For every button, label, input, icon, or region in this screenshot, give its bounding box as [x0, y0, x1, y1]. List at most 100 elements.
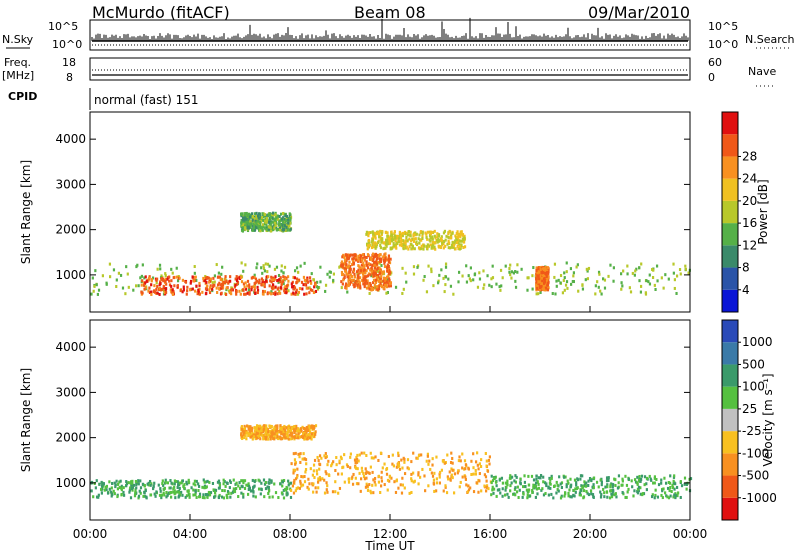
data-cell [326, 463, 329, 467]
data-cell [536, 276, 539, 280]
data-cell [476, 451, 479, 455]
colorbar-segment [722, 408, 738, 432]
data-cell [597, 485, 600, 489]
data-cell [256, 214, 260, 218]
data-cell [304, 470, 307, 474]
data-cell [222, 482, 225, 486]
data-cell [385, 244, 388, 248]
data-cell [328, 270, 331, 274]
data-cell [438, 239, 441, 243]
data-cell [437, 279, 440, 283]
data-cell [516, 485, 519, 489]
data-cell [302, 283, 305, 287]
data-cell [356, 457, 359, 461]
data-cell [230, 287, 233, 291]
data-cell [420, 244, 423, 248]
data-cell [156, 291, 159, 295]
data-cell [370, 246, 374, 250]
data-cell [656, 495, 660, 499]
data-cell [172, 276, 175, 280]
data-cell [311, 473, 314, 477]
data-cell [494, 480, 498, 484]
data-cell [437, 233, 441, 237]
data-cell [248, 217, 251, 221]
data-cell [450, 451, 453, 455]
data-cell [606, 495, 609, 499]
data-cell [282, 216, 285, 220]
data-cell [424, 489, 427, 493]
data-cell [451, 468, 454, 472]
data-cell [542, 475, 545, 479]
data-cell [257, 281, 261, 285]
data-cell [379, 260, 383, 264]
data-cell [356, 453, 359, 457]
data-cell [438, 481, 442, 485]
data-cell [264, 430, 268, 434]
data-cell [287, 428, 290, 432]
data-cell [487, 458, 491, 462]
data-cell [485, 479, 488, 483]
data-cell [378, 266, 381, 270]
data-cell [119, 273, 123, 277]
data-cell [433, 489, 436, 493]
data-cell [369, 263, 372, 267]
data-cell [490, 493, 493, 497]
data-cell [431, 235, 434, 239]
data-cell [248, 283, 251, 287]
data-cell [181, 493, 184, 497]
y-tick-label: 1000 [55, 476, 86, 490]
data-cell [186, 285, 189, 289]
data-cell [229, 275, 232, 279]
data-cell [187, 490, 190, 494]
data-cell [276, 426, 279, 430]
data-cell [443, 290, 446, 294]
data-cell [504, 264, 507, 268]
data-cell [516, 270, 519, 274]
data-cell [508, 270, 511, 274]
data-cell [470, 459, 473, 463]
data-cell [240, 221, 243, 225]
data-cell [346, 275, 349, 279]
data-cell [267, 481, 270, 485]
data-cell [388, 267, 391, 271]
data-cell [582, 495, 586, 499]
data-cell [581, 486, 584, 490]
data-cell [324, 452, 327, 456]
data-cell [450, 232, 453, 236]
data-cell [496, 488, 500, 492]
data-cell [532, 486, 535, 490]
data-cell [253, 429, 256, 433]
data-cell [439, 470, 442, 474]
data-cell [450, 467, 453, 471]
data-cell [242, 225, 245, 229]
data-cell [362, 277, 365, 281]
data-cell [581, 474, 584, 478]
data-cell [308, 286, 311, 290]
data-cell [435, 489, 438, 493]
data-cell [312, 482, 315, 486]
data-cell [542, 493, 546, 497]
data-cell [519, 477, 522, 481]
data-cell [397, 454, 400, 458]
data-cell [366, 264, 369, 268]
data-cell [214, 488, 218, 492]
data-cell [274, 491, 278, 495]
data-cell [431, 474, 435, 478]
data-cell [342, 253, 345, 257]
data-cell [363, 265, 366, 269]
data-cell [450, 245, 453, 249]
data-cell [244, 226, 247, 230]
data-cell [146, 482, 149, 486]
data-cell [268, 284, 271, 288]
colorbar-segment [722, 342, 738, 365]
data-cell [525, 488, 529, 492]
data-cell [349, 280, 353, 284]
data-cell [163, 493, 166, 497]
data-cell [394, 236, 397, 240]
data-cell [209, 491, 213, 495]
data-cell [513, 487, 517, 491]
data-cell [264, 481, 267, 485]
data-cell [469, 486, 472, 490]
data-cell [376, 285, 379, 289]
data-cell [246, 214, 249, 218]
